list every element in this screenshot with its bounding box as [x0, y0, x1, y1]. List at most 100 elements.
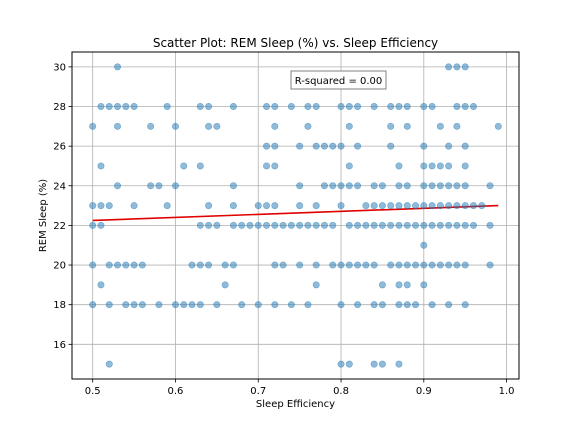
- data-point: [229, 103, 237, 111]
- data-point: [163, 103, 171, 111]
- data-point: [312, 202, 320, 210]
- data-point: [155, 301, 163, 309]
- data-point: [378, 202, 386, 210]
- data-point: [337, 142, 345, 150]
- data-point: [221, 281, 229, 289]
- data-point: [114, 103, 122, 111]
- data-point: [271, 142, 279, 150]
- data-point: [205, 221, 213, 229]
- data-point: [89, 202, 97, 210]
- y-tick-label: 24: [53, 181, 66, 192]
- data-point: [89, 221, 97, 229]
- data-point: [453, 261, 461, 269]
- data-point: [403, 122, 411, 130]
- data-point: [420, 241, 428, 249]
- data-point: [114, 63, 122, 71]
- data-point: [130, 261, 138, 269]
- data-point: [337, 202, 345, 210]
- data-point: [312, 281, 320, 289]
- data-point: [213, 301, 221, 309]
- data-point: [469, 202, 477, 210]
- data-point: [420, 202, 428, 210]
- data-point: [271, 221, 279, 229]
- data-point: [445, 162, 453, 170]
- data-point: [213, 122, 221, 130]
- data-point: [370, 103, 378, 111]
- data-point: [304, 301, 312, 309]
- data-point: [188, 261, 196, 269]
- data-point: [279, 221, 287, 229]
- data-point: [238, 301, 246, 309]
- data-point: [486, 182, 494, 190]
- data-point: [461, 301, 469, 309]
- data-point: [428, 301, 436, 309]
- data-point: [263, 221, 271, 229]
- data-point: [428, 162, 436, 170]
- data-point: [345, 162, 353, 170]
- data-point: [205, 103, 213, 111]
- data-point: [287, 103, 295, 111]
- data-point: [428, 182, 436, 190]
- data-point: [445, 182, 453, 190]
- data-point: [428, 103, 436, 111]
- data-point: [354, 301, 362, 309]
- data-point: [420, 103, 428, 111]
- data-point: [337, 301, 345, 309]
- data-point: [196, 221, 204, 229]
- data-point: [445, 221, 453, 229]
- data-point: [105, 301, 113, 309]
- data-point: [378, 281, 386, 289]
- data-point: [395, 281, 403, 289]
- data-point: [345, 182, 353, 190]
- data-point: [196, 301, 204, 309]
- data-point: [453, 63, 461, 71]
- data-point: [296, 182, 304, 190]
- data-point: [494, 122, 502, 130]
- data-point: [271, 202, 279, 210]
- data-point: [403, 103, 411, 111]
- data-point: [296, 142, 304, 150]
- data-point: [320, 221, 328, 229]
- data-point: [271, 122, 279, 130]
- data-point: [97, 162, 105, 170]
- x-tick-label: 0.8: [333, 386, 349, 397]
- data-point: [453, 221, 461, 229]
- data-point: [304, 122, 312, 130]
- x-tick-label: 1.0: [499, 386, 515, 397]
- data-point: [428, 202, 436, 210]
- data-point: [114, 182, 122, 190]
- data-point: [138, 261, 146, 269]
- data-point: [97, 281, 105, 289]
- data-point: [180, 162, 188, 170]
- data-point: [271, 162, 279, 170]
- y-tick-label: 30: [53, 62, 66, 73]
- r-squared-annotation: R-squared = 0.00: [290, 70, 387, 90]
- data-point: [147, 182, 155, 190]
- data-point: [395, 162, 403, 170]
- data-point: [445, 202, 453, 210]
- data-point: [378, 360, 386, 368]
- data-point: [469, 103, 477, 111]
- x-tick-label: 0.9: [416, 386, 432, 397]
- data-point: [263, 162, 271, 170]
- data-point: [387, 103, 395, 111]
- plot-area-frame: [71, 51, 520, 380]
- data-point: [180, 301, 188, 309]
- data-point: [445, 63, 453, 71]
- data-point: [329, 221, 337, 229]
- data-point: [254, 301, 262, 309]
- data-point: [378, 182, 386, 190]
- data-point: [420, 182, 428, 190]
- data-point: [329, 182, 337, 190]
- data-point: [345, 221, 353, 229]
- data-point: [246, 221, 254, 229]
- data-point: [238, 221, 246, 229]
- y-axis-label: REM Sleep (%): [38, 179, 49, 252]
- data-point: [196, 103, 204, 111]
- data-point: [312, 103, 320, 111]
- data-point: [428, 261, 436, 269]
- data-point: [337, 261, 345, 269]
- data-point: [461, 162, 469, 170]
- data-point: [403, 301, 411, 309]
